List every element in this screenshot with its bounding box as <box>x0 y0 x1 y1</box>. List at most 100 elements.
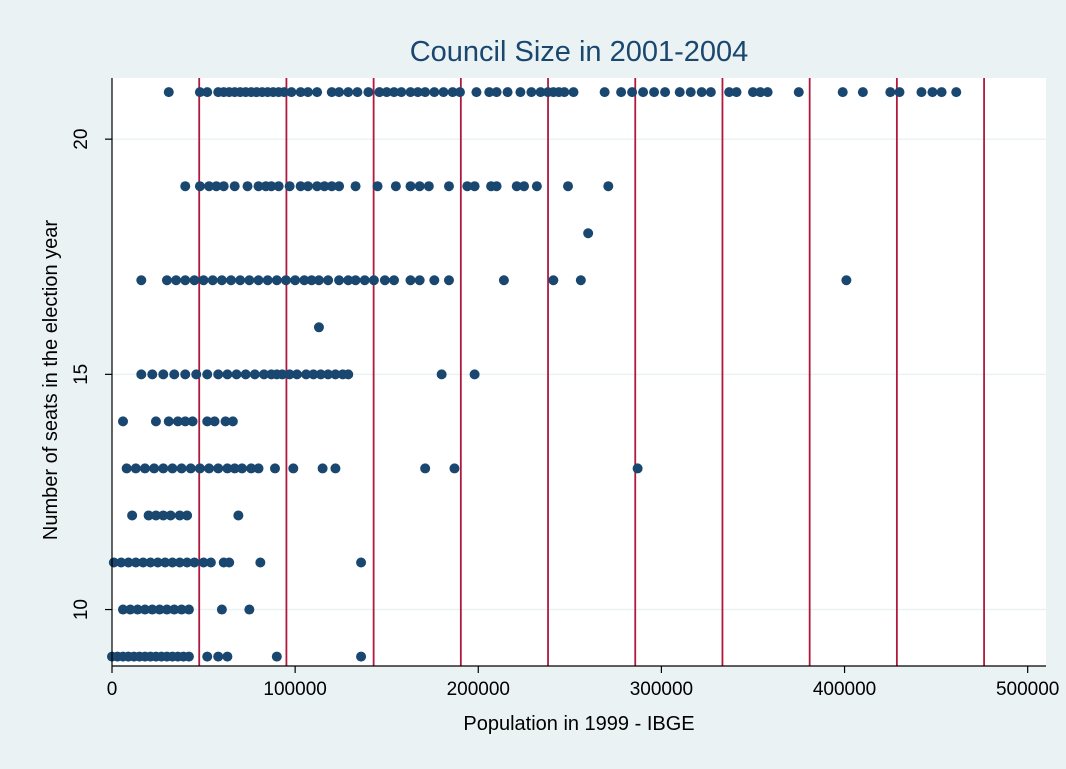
data-point <box>696 87 707 98</box>
data-point <box>279 87 290 98</box>
data-point <box>235 275 246 286</box>
data-point <box>222 463 233 474</box>
data-point <box>563 181 574 192</box>
data-point <box>277 369 288 380</box>
data-point <box>747 87 758 98</box>
data-point <box>379 275 390 286</box>
data-point <box>204 463 215 474</box>
chart-title: Council Size in 2001-2004 <box>410 36 749 68</box>
data-point <box>414 181 425 192</box>
data-point <box>638 87 649 98</box>
data-point <box>180 275 191 286</box>
data-point <box>319 181 330 192</box>
data-point <box>312 87 323 98</box>
data-point <box>158 510 169 521</box>
data-point <box>205 557 216 568</box>
data-point <box>491 181 502 192</box>
data-point <box>356 651 367 662</box>
data-point <box>568 87 579 98</box>
data-point <box>220 416 231 427</box>
data-point <box>443 275 454 286</box>
data-point <box>724 87 735 98</box>
data-point <box>491 87 502 98</box>
data-point <box>559 87 570 98</box>
data-point <box>161 604 172 615</box>
data-point <box>244 275 255 286</box>
data-point <box>117 416 128 427</box>
data-point <box>123 557 134 568</box>
x-tick-label: 100000 <box>263 679 326 700</box>
data-point <box>226 275 237 286</box>
data-point <box>233 510 244 521</box>
data-point <box>841 275 852 286</box>
data-point <box>462 181 473 192</box>
data-point <box>150 510 161 521</box>
data-point <box>295 181 306 192</box>
data-point <box>160 557 171 568</box>
x-tick-label: 0 <box>107 679 118 700</box>
data-point <box>176 604 187 615</box>
data-point <box>202 416 213 427</box>
data-point <box>127 510 138 521</box>
data-point <box>857 87 868 98</box>
data-point <box>211 181 222 192</box>
data-point <box>837 87 848 98</box>
data-point <box>222 369 233 380</box>
data-point <box>295 87 306 98</box>
data-point <box>306 275 317 286</box>
data-point <box>202 369 213 380</box>
data-point <box>420 463 431 474</box>
data-point <box>471 87 482 98</box>
data-point <box>616 87 627 98</box>
data-point <box>139 463 150 474</box>
data-point <box>194 87 205 98</box>
data-point <box>350 275 361 286</box>
data-point <box>180 369 191 380</box>
data-point <box>253 463 264 474</box>
data-point <box>313 322 324 333</box>
data-point <box>169 369 180 380</box>
data-point <box>420 87 431 98</box>
data-point <box>189 557 200 568</box>
data-point <box>315 369 326 380</box>
data-point <box>359 275 370 286</box>
data-point <box>343 369 354 380</box>
data-point <box>273 181 284 192</box>
data-point <box>143 510 154 521</box>
data-point <box>330 369 341 380</box>
data-point <box>447 87 458 98</box>
data-point <box>469 369 480 380</box>
data-point <box>213 369 224 380</box>
data-point <box>308 369 319 380</box>
data-point <box>240 369 251 380</box>
data-point <box>352 87 363 98</box>
data-point <box>237 463 248 474</box>
data-point <box>363 87 374 98</box>
data-point <box>372 181 383 192</box>
data-point <box>171 275 182 286</box>
data-point <box>145 557 156 568</box>
data-point <box>374 87 385 98</box>
data-point <box>209 416 220 427</box>
data-point <box>174 510 185 521</box>
data-point <box>484 87 495 98</box>
data-point <box>149 463 160 474</box>
data-point <box>429 275 440 286</box>
data-point <box>139 604 150 615</box>
data-point <box>176 463 187 474</box>
y-tick-label: 20 <box>71 129 92 150</box>
data-point <box>762 87 773 98</box>
data-point <box>147 369 158 380</box>
data-point <box>313 275 324 286</box>
data-point <box>218 181 229 192</box>
data-point <box>136 275 147 286</box>
data-point <box>438 87 449 98</box>
data-point <box>253 275 264 286</box>
data-point <box>242 181 253 192</box>
data-point <box>412 87 423 98</box>
data-point <box>108 557 119 568</box>
data-point <box>227 416 238 427</box>
data-point <box>229 463 240 474</box>
data-point <box>194 181 205 192</box>
